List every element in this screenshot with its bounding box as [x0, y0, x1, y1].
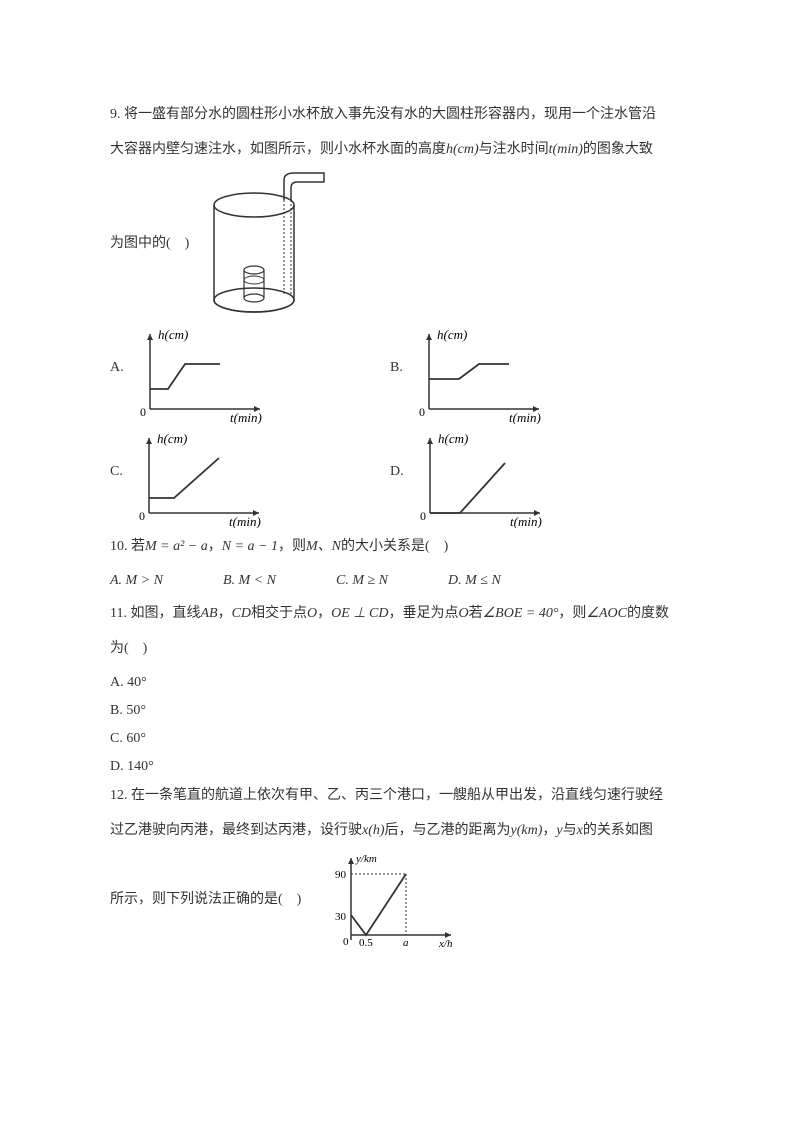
q11-line1: 11. 如图，直线AB，CD相交于点O，OE ⊥ CD，垂足为点O若∠BOE =… [110, 599, 684, 630]
svg-text:90: 90 [335, 869, 347, 881]
q9-opt-b[interactable]: B. [390, 353, 403, 424]
svg-text:h(cm): h(cm) [158, 327, 188, 342]
svg-text:t(min): t(min) [510, 514, 542, 528]
question-10: 10. 若M = a² − a，N = a − 1，则M、N的大小关系是( ) … [110, 532, 684, 598]
q9-line2: 大容器内壁匀速注水，如图所示，则小水杯水面的高度h(cm)与注水时间t(min)… [110, 135, 684, 166]
q10-opt-b[interactable]: B. M < N [223, 566, 276, 597]
q9-number: 9. [110, 107, 121, 122]
svg-text:y/km: y/km [355, 853, 377, 865]
svg-text:0.5: 0.5 [359, 937, 373, 949]
q9-chart-c: h(cm) t(min) 0 [129, 428, 269, 528]
svg-text:0: 0 [140, 405, 146, 419]
q11-options: A. 40° B. 50° C. 60° D. 140° [110, 669, 684, 781]
question-11: 11. 如图，直线AB，CD相交于点O，OE ⊥ CD，垂足为点O若∠BOE =… [110, 599, 684, 781]
svg-text:h(cm): h(cm) [438, 431, 468, 446]
q10-opt-c[interactable]: C. M ≥ N [336, 566, 388, 597]
q9-chart-a: h(cm) t(min) 0 [130, 324, 270, 424]
q11-opt-a[interactable]: A. 40° [110, 669, 684, 697]
svg-text:t(min): t(min) [509, 410, 541, 424]
svg-text:a: a [403, 937, 409, 949]
svg-text:0: 0 [419, 405, 425, 419]
q9-line3: 为图中的( ) [110, 170, 684, 320]
q11-opt-b[interactable]: B. 50° [110, 697, 684, 725]
q9-line1: 9. 将一盛有部分水的圆柱形小水杯放入事先没有水的大圆柱形容器内，现用一个注水管… [110, 100, 684, 131]
q12-line3: 所示，则下列说法正确的是( ) y/km x/h 0 30 90 0.5 a [110, 850, 684, 950]
q9-chart-b: h(cm) t(min) 0 [409, 324, 549, 424]
svg-text:30: 30 [335, 911, 347, 923]
q9-chart-d: h(cm) t(min) 0 [410, 428, 550, 528]
q11-line2: 为( ) [110, 634, 684, 665]
svg-text:t(min): t(min) [229, 514, 261, 528]
q10-options: A. M > N B. M < N C. M ≥ N D. M ≤ N [110, 566, 684, 597]
svg-text:0: 0 [420, 509, 426, 523]
q9-text1: 将一盛有部分水的圆柱形小水杯放入事先没有水的大圆柱形容器内，现用一个注水管沿 [124, 107, 656, 122]
q12-line2: 过乙港驶向丙港，最终到达丙港，设行驶x(h)后，与乙港的距离为y(km)，y与x… [110, 816, 684, 847]
svg-text:t(min): t(min) [230, 410, 262, 424]
q11-opt-c[interactable]: C. 60° [110, 725, 684, 753]
q11-opt-d[interactable]: D. 140° [110, 753, 684, 781]
q9-opt-d[interactable]: D. [390, 457, 404, 528]
q9-opt-a[interactable]: A. [110, 353, 124, 424]
svg-text:0: 0 [343, 936, 349, 948]
q12-chart: y/km x/h 0 30 90 0.5 a [321, 850, 461, 950]
q9-options-cd: C. h(cm) t(min) 0 D. h(cm) t(min) [110, 428, 684, 528]
q9-container-diagram [199, 170, 329, 320]
svg-text:h(cm): h(cm) [437, 327, 467, 342]
question-12: 12. 在一条笔直的航道上依次有甲、乙、丙三个港口，一艘船从甲出发，沿直线匀速行… [110, 781, 684, 951]
svg-text:h(cm): h(cm) [157, 431, 187, 446]
q10-text: 10. 若M = a² − a，N = a − 1，则M、N的大小关系是( ) [110, 532, 684, 563]
question-9: 9. 将一盛有部分水的圆柱形小水杯放入事先没有水的大圆柱形容器内，现用一个注水管… [110, 100, 684, 528]
q10-opt-a[interactable]: A. M > N [110, 566, 163, 597]
q12-line1: 12. 在一条笔直的航道上依次有甲、乙、丙三个港口，一艘船从甲出发，沿直线匀速行… [110, 781, 684, 812]
svg-text:x/h: x/h [438, 938, 453, 950]
q9-options-ab: A. h(cm) t(min) 0 B. h(cm) t(min) [110, 324, 684, 424]
q9-opt-c[interactable]: C. [110, 457, 123, 528]
q10-opt-d[interactable]: D. M ≤ N [448, 566, 501, 597]
svg-text:0: 0 [139, 509, 145, 523]
